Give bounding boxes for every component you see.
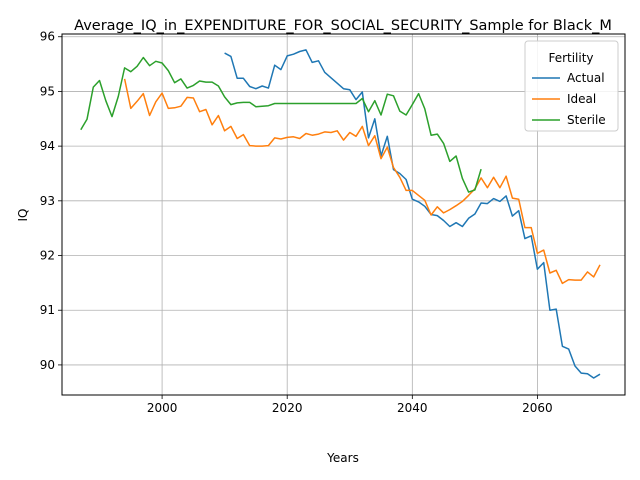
legend-label-actual: Actual: [567, 71, 605, 85]
legend-entries: Actual Ideal Sterile: [532, 71, 606, 127]
series-line-sterile: [80, 56, 482, 193]
legend-box: [524, 40, 619, 132]
y-tick-label: 91: [40, 303, 55, 317]
grid: [62, 34, 625, 395]
y-tick-label: 90: [40, 358, 55, 372]
y-tick-label: 94: [40, 139, 55, 153]
axes-frame: [61, 33, 626, 396]
x-axis-ticks: 2000 2020 2040 2060: [147, 395, 553, 415]
y-axis-label: IQ: [16, 209, 30, 222]
y-axis-ticks: 90 91 92 93 94 95 96: [40, 30, 62, 372]
x-axis-label: Years: [326, 451, 359, 465]
y-tick-label: 93: [40, 194, 55, 208]
x-tick-label: 2000: [147, 401, 178, 415]
x-tick-label: 2020: [272, 401, 303, 415]
legend-label-sterile: Sterile: [567, 113, 606, 127]
series-line-actual: [224, 49, 601, 379]
x-tick-label: 2060: [522, 401, 553, 415]
y-tick-label: 95: [40, 84, 55, 98]
chart-title: Average_IQ_in_EXPENDITURE_FOR_SOCIAL_SEC…: [74, 18, 612, 34]
series-lines: [80, 49, 601, 379]
legend-label-ideal: Ideal: [567, 92, 596, 106]
series-line-ideal: [123, 78, 601, 285]
legend: Fertility Actual Ideal Sterile: [524, 40, 619, 132]
x-tick-label: 2040: [397, 401, 428, 415]
legend-title: Fertility: [548, 51, 593, 65]
y-tick-label: 96: [40, 30, 55, 44]
y-tick-label: 92: [40, 249, 55, 263]
